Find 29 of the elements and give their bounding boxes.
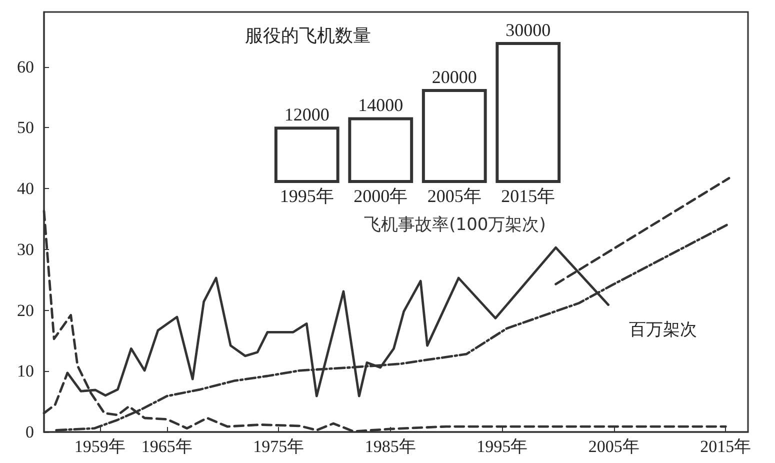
bar	[274, 126, 340, 183]
x-tick-label: 1995年	[476, 437, 528, 456]
x-tick-label: 1975年	[253, 437, 304, 456]
y-tick-label: 0	[26, 422, 34, 442]
data-label: 14000	[358, 95, 404, 116]
y-tick-label: 40	[17, 179, 34, 198]
data-label: 30000	[506, 20, 551, 40]
y-tick-label: 10	[17, 362, 34, 381]
x-tick-label: 1965年	[141, 437, 192, 456]
annotation: 百万架次	[629, 320, 697, 340]
series-label: 飞机事故率(100万架次)	[364, 215, 546, 235]
x-tick-label: 2015年	[501, 186, 556, 206]
x-tick-label: 1985年	[364, 437, 416, 456]
y-tick-label: 20	[17, 300, 34, 320]
data-label: 12000	[284, 104, 330, 125]
x-tick-label: 2000年	[354, 186, 408, 206]
y-tick-label: 30	[17, 240, 34, 259]
x-tick-label: 2015年	[700, 437, 752, 456]
x-tick-label: 1995年	[280, 186, 334, 206]
chart-title: 服役的飞机数量	[245, 26, 371, 46]
bar	[496, 42, 561, 183]
bar	[422, 89, 487, 183]
y-tick-label: 50	[17, 118, 34, 138]
x-tick-label: 2005年	[588, 437, 640, 456]
x-tick-label: 2005年	[427, 186, 482, 206]
y-tick-label: 60	[17, 57, 34, 76]
bar	[348, 117, 414, 183]
x-tick-label: 1959年	[74, 437, 126, 456]
data-label: 20000	[432, 67, 477, 87]
